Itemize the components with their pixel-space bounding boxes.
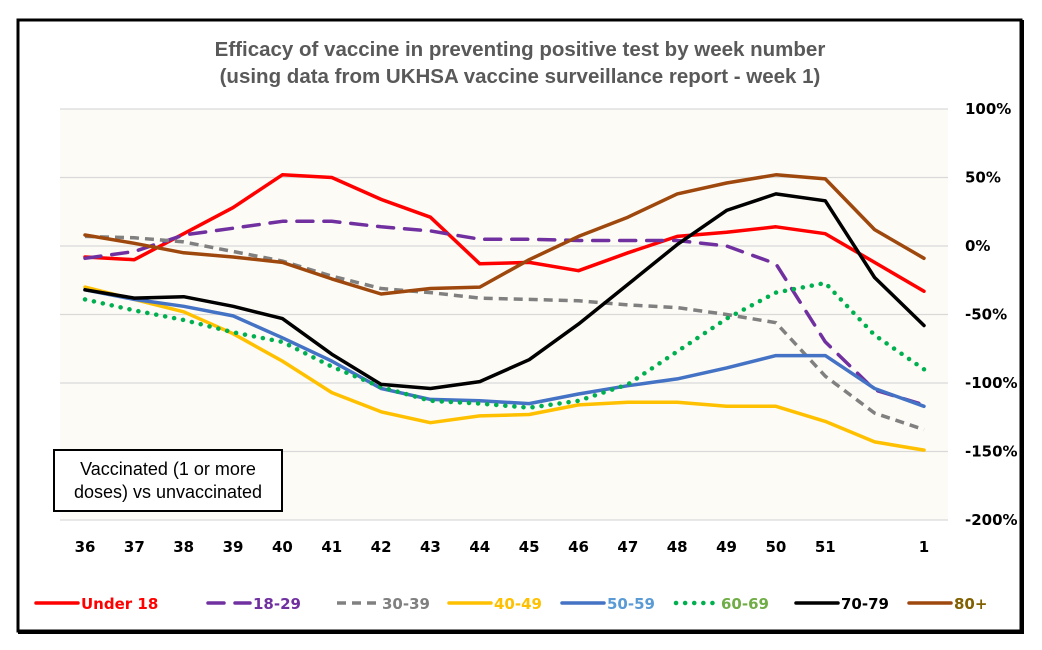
y-tick-label: -200% — [965, 511, 1018, 529]
x-tick-label: 46 — [568, 538, 589, 556]
x-tick-label: 45 — [519, 538, 540, 556]
series-line-40-49 — [83, 285, 926, 452]
x-tick-label: 43 — [420, 538, 441, 556]
y-tick-label: -50% — [965, 306, 1007, 324]
legend-label: 80+ — [954, 595, 987, 613]
x-axis-ticks: 36 37 38 39 40 41 42 43 44 45 46 47 48 49 50 51 1 — [75, 538, 930, 556]
series-line-70-79 — [83, 192, 926, 391]
annotation-line-2: doses) vs unvaccinated — [74, 482, 262, 502]
legend-label: 50-59 — [607, 595, 655, 613]
x-tick-label: 41 — [321, 538, 342, 556]
x-tick-label: 1 — [919, 538, 929, 556]
series-line-50-59 — [83, 288, 926, 409]
x-tick-label: 51 — [815, 538, 836, 556]
x-tick-label: 36 — [75, 538, 96, 556]
series-line-30-39 — [84, 234, 925, 432]
chart-subtitle: (using data from UKHSA vaccine surveilla… — [220, 65, 821, 88]
legend-label: 70-79 — [841, 595, 889, 613]
x-tick-label: 37 — [124, 538, 145, 556]
annotation-line-1: Vaccinated (1 or more — [80, 459, 256, 479]
chart-title: Efficacy of vaccine in preventing positi… — [215, 38, 826, 61]
legend-label: 60-69 — [721, 595, 769, 613]
x-tick-label: 38 — [173, 538, 194, 556]
y-tick-label: 50% — [965, 169, 1001, 187]
legend: Under 18 18-29 30-39 40-49 50-59 60-69 70-79 80… — [34, 595, 987, 613]
x-tick-label: 49 — [716, 538, 737, 556]
series-line-80- — [83, 173, 926, 296]
y-tick-label: 0% — [965, 237, 990, 255]
y-tick-label: -150% — [965, 443, 1018, 461]
x-tick-label: 48 — [667, 538, 688, 556]
x-tick-label: 44 — [469, 538, 490, 556]
series-lines — [82, 173, 927, 452]
series-line-18-29 — [83, 219, 926, 407]
y-axis-ticks: 100% 50% 0% -50% -100% -150% -200% — [965, 100, 1018, 529]
legend-label: Under 18 — [81, 595, 158, 613]
annotation-box: Vaccinated (1 or more doses) vs unvaccin… — [53, 449, 283, 512]
legend-label: 18-29 — [253, 595, 301, 613]
y-tick-label: -100% — [965, 374, 1018, 392]
series-line-60-69 — [82, 280, 927, 410]
legend-label: 30-39 — [382, 595, 430, 613]
x-tick-label: 40 — [272, 538, 293, 556]
y-tick-label: 100% — [965, 100, 1011, 118]
legend-label: 40-49 — [494, 595, 542, 613]
x-tick-label: 50 — [765, 538, 786, 556]
annotation-border — [53, 449, 283, 512]
x-tick-label: 39 — [223, 538, 244, 556]
x-tick-label: 47 — [617, 538, 638, 556]
x-tick-label: 42 — [371, 538, 392, 556]
series-line-under-18 — [83, 173, 926, 293]
